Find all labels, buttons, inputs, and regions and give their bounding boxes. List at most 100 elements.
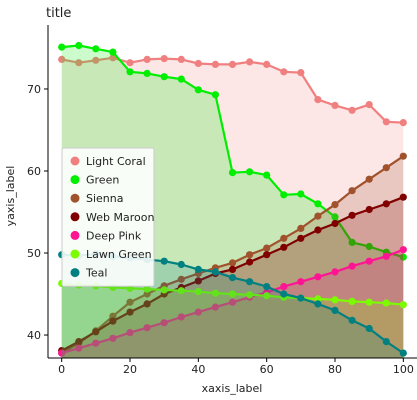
data-point-sienna-11 [246, 251, 254, 259]
data-point-lawn-green-11 [246, 291, 254, 299]
data-point-green-4 [126, 68, 134, 76]
legend-marker-teal [70, 268, 80, 278]
legend-label-web-maroon: Web Maroon [86, 211, 154, 224]
x-tick-label: 100 [393, 363, 414, 376]
data-point-deep-pink-7 [177, 313, 185, 321]
data-point-teal-18 [365, 324, 373, 333]
data-point-green-14 [297, 190, 305, 198]
data-point-lawn-green-18 [365, 298, 373, 306]
data-point-light-coral-7 [177, 55, 185, 64]
data-point-deep-pink-15 [314, 273, 322, 281]
data-point-green-6 [160, 73, 168, 81]
legend-label-deep-pink: Deep Pink [86, 229, 142, 242]
data-point-sienna-14 [297, 224, 305, 232]
data-point-light-coral-10 [228, 60, 237, 68]
data-point-green-9 [211, 91, 219, 99]
data-point-web-maroon-1 [75, 338, 83, 346]
legend-label-sienna: Sienna [86, 192, 124, 205]
data-point-deep-pink-4 [126, 329, 134, 337]
data-point-deep-pink-6 [160, 319, 168, 327]
data-point-lawn-green-7 [177, 287, 185, 295]
x-axis-title: xaxis_label [202, 382, 263, 395]
data-point-web-maroon-4 [126, 308, 134, 316]
data-point-deep-pink-18 [365, 257, 373, 265]
data-point-sienna-17 [348, 187, 356, 195]
data-point-deep-pink-2 [92, 339, 100, 347]
axes-layer: 0 20 40 60 80 100 40 50 60 70 [27, 25, 417, 376]
data-point-green-1 [75, 41, 83, 50]
data-point-teal-10 [228, 274, 237, 282]
data-point-sienna-20 [399, 152, 407, 160]
data-point-green-11 [246, 168, 254, 176]
data-point-lawn-green-19 [382, 299, 390, 307]
data-point-deep-pink-8 [194, 308, 202, 316]
y-tick-label: 60 [27, 165, 41, 178]
data-point-light-coral-11 [246, 58, 254, 66]
data-point-green-3 [109, 48, 117, 56]
data-point-teal-17 [348, 316, 356, 324]
data-point-sienna-12 [263, 244, 271, 252]
data-point-teal-7 [177, 260, 185, 269]
legend-marker-sienna [70, 193, 80, 203]
data-point-teal-11 [246, 278, 254, 286]
legend-label-light-coral: Light Coral [86, 155, 146, 168]
data-point-lawn-green-20 [399, 301, 407, 309]
data-point-deep-pink-19 [382, 252, 390, 260]
data-point-teal-16 [331, 306, 339, 314]
data-point-lawn-green-15 [314, 295, 322, 303]
legend: Light Coral Green Sienna Web Maroon Deep Pin… [61, 147, 155, 287]
data-point-light-coral-8 [194, 59, 202, 68]
data-point-light-coral-5 [143, 55, 151, 64]
legend-label-green: Green [86, 174, 119, 187]
data-point-teal-14 [297, 294, 305, 302]
data-point-web-maroon-13 [280, 243, 288, 251]
data-point-light-coral-20 [399, 119, 407, 127]
data-point-green-10 [228, 169, 237, 177]
data-point-teal-8 [194, 265, 202, 273]
data-point-light-coral-2 [92, 56, 100, 64]
legend-marker-lawn-green [70, 249, 80, 259]
data-point-light-coral-6 [160, 55, 168, 63]
data-point-light-coral-12 [263, 60, 271, 68]
data-point-green-7 [177, 75, 185, 83]
legend-box [61, 147, 155, 287]
data-point-light-coral-9 [211, 60, 219, 68]
data-point-lawn-green-9 [211, 289, 219, 297]
data-point-deep-pink-16 [331, 268, 339, 276]
data-point-web-maroon-8 [194, 277, 202, 285]
data-point-web-maroon-16 [331, 219, 339, 228]
x-tick-label: 80 [328, 363, 342, 376]
data-point-deep-pink-9 [211, 303, 219, 311]
x-tick-label: 40 [191, 363, 205, 376]
data-point-green-5 [143, 69, 151, 77]
data-point-sienna-19 [382, 164, 390, 172]
legend-marker-web-maroon [70, 212, 80, 222]
data-point-lawn-green-6 [160, 286, 168, 294]
data-point-teal-6 [160, 257, 168, 265]
x-tick-label: 60 [260, 363, 274, 376]
series-sienna [58, 152, 407, 358]
legend-label-lawn-green: Lawn Green [86, 248, 152, 261]
data-point-light-coral-14 [297, 69, 305, 77]
data-point-web-maroon-19 [382, 200, 390, 208]
data-point-green-17 [348, 238, 356, 246]
data-point-deep-pink-17 [348, 262, 356, 270]
legend-marker-light-coral [70, 156, 80, 166]
data-point-green-16 [331, 213, 339, 221]
y-tick-label: 40 [27, 329, 41, 342]
data-point-deep-pink-20 [399, 246, 407, 254]
data-point-deep-pink-3 [109, 334, 117, 342]
series-area-sienna [61, 156, 404, 358]
data-point-deep-pink-0 [58, 349, 66, 357]
data-point-web-maroon-5 [143, 300, 151, 308]
x-tick-label: 0 [58, 363, 65, 376]
data-point-sienna-7 [177, 275, 185, 283]
data-point-deep-pink-5 [143, 324, 151, 332]
y-tick-label: 70 [27, 83, 41, 96]
data-point-light-coral-0 [58, 55, 66, 64]
series-deep-pink [58, 246, 407, 358]
data-point-sienna-15 [314, 212, 322, 220]
data-point-light-coral-15 [314, 96, 322, 104]
data-point-green-2 [92, 45, 100, 53]
